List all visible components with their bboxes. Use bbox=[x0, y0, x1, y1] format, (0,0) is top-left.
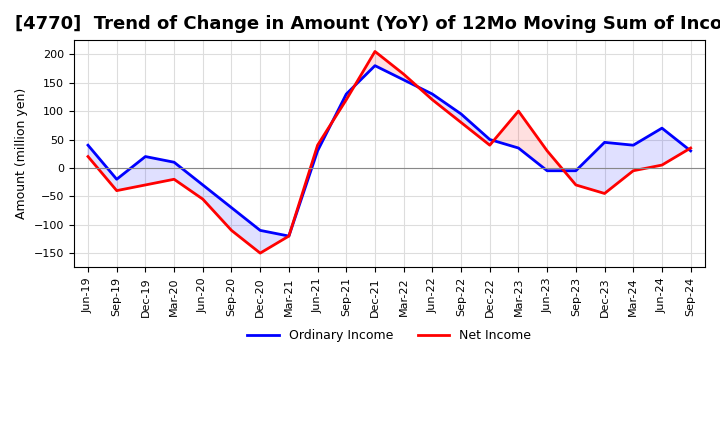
Net Income bbox=[485, 143, 494, 148]
Net Income bbox=[313, 143, 322, 148]
Net Income bbox=[170, 176, 179, 182]
Ordinary Income bbox=[112, 176, 121, 182]
Net Income bbox=[112, 188, 121, 193]
Ordinary Income bbox=[600, 140, 609, 145]
Ordinary Income bbox=[199, 182, 207, 187]
Ordinary Income bbox=[456, 111, 465, 117]
Net Income bbox=[141, 182, 150, 187]
Net Income bbox=[199, 197, 207, 202]
Net Income bbox=[400, 72, 408, 77]
Title: [4770]  Trend of Change in Amount (YoY) of 12Mo Moving Sum of Incomes: [4770] Trend of Change in Amount (YoY) o… bbox=[15, 15, 720, 33]
Ordinary Income bbox=[170, 160, 179, 165]
Line: Ordinary Income: Ordinary Income bbox=[88, 66, 690, 236]
Net Income bbox=[342, 97, 351, 103]
Ordinary Income bbox=[657, 125, 666, 131]
Ordinary Income bbox=[572, 168, 580, 173]
Net Income bbox=[428, 97, 437, 103]
Ordinary Income bbox=[543, 168, 552, 173]
Net Income bbox=[600, 191, 609, 196]
Net Income bbox=[228, 228, 236, 233]
Y-axis label: Amount (million yen): Amount (million yen) bbox=[15, 88, 28, 219]
Ordinary Income bbox=[400, 77, 408, 83]
Ordinary Income bbox=[313, 148, 322, 154]
Ordinary Income bbox=[485, 137, 494, 142]
Ordinary Income bbox=[84, 143, 92, 148]
Ordinary Income bbox=[284, 234, 293, 239]
Ordinary Income bbox=[141, 154, 150, 159]
Ordinary Income bbox=[428, 92, 437, 97]
Ordinary Income bbox=[686, 148, 695, 154]
Legend: Ordinary Income, Net Income: Ordinary Income, Net Income bbox=[243, 324, 536, 348]
Net Income bbox=[514, 109, 523, 114]
Net Income bbox=[543, 148, 552, 154]
Line: Net Income: Net Income bbox=[88, 51, 690, 253]
Net Income bbox=[284, 234, 293, 239]
Net Income bbox=[572, 182, 580, 187]
Ordinary Income bbox=[514, 145, 523, 150]
Ordinary Income bbox=[371, 63, 379, 68]
Ordinary Income bbox=[228, 205, 236, 210]
Net Income bbox=[657, 162, 666, 168]
Net Income bbox=[256, 250, 264, 256]
Net Income bbox=[371, 49, 379, 54]
Ordinary Income bbox=[256, 228, 264, 233]
Net Income bbox=[629, 168, 638, 173]
Net Income bbox=[686, 145, 695, 150]
Ordinary Income bbox=[629, 143, 638, 148]
Net Income bbox=[456, 120, 465, 125]
Ordinary Income bbox=[342, 92, 351, 97]
Net Income bbox=[84, 154, 92, 159]
